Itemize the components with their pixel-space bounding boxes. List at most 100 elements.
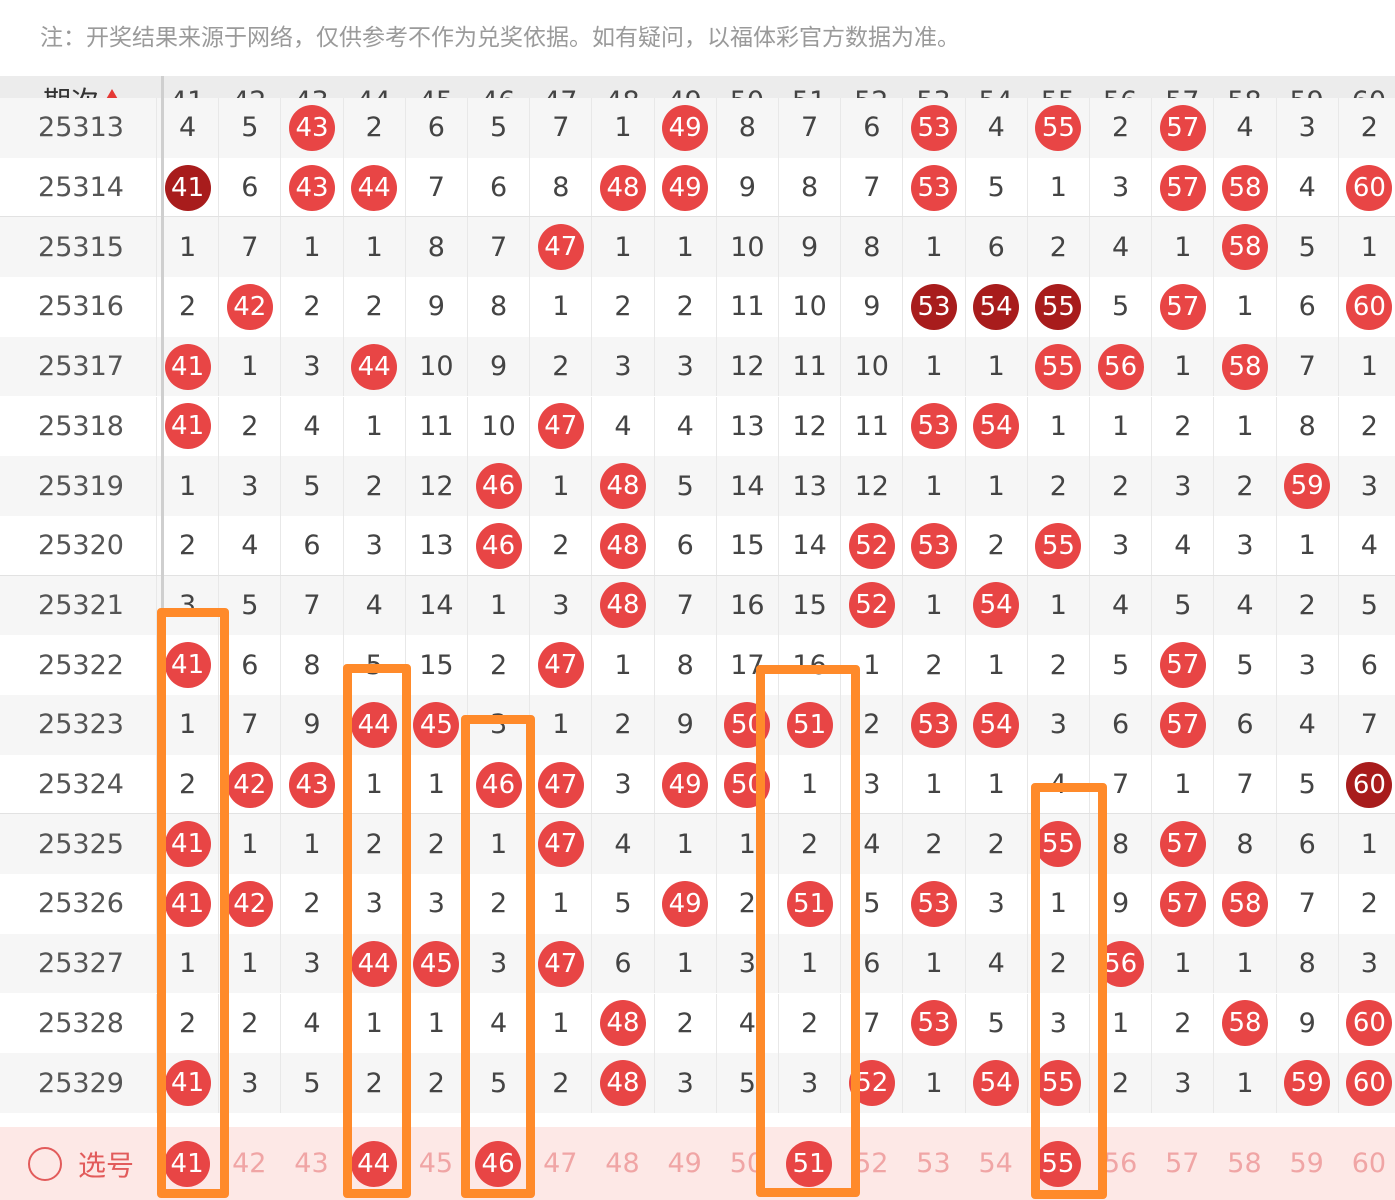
drawn-number-ball: 47 — [537, 403, 584, 450]
number-cell: 13 — [715, 396, 778, 457]
miss-count: 10 — [792, 291, 827, 323]
pick-number-57[interactable]: 57 — [1165, 1148, 1200, 1179]
drawn-number-ball: 42 — [226, 761, 273, 808]
number-cell: 6 — [467, 157, 529, 218]
miss-count: 1 — [1360, 231, 1378, 263]
miss-count: 3 — [1112, 172, 1130, 204]
pick-number-54[interactable]: 54 — [978, 1148, 1013, 1179]
pick-number-55[interactable]: 55 — [1027, 1127, 1089, 1200]
number-cell: 1 — [156, 217, 218, 278]
number-cell: 4 — [342, 575, 405, 636]
miss-count: 4 — [1298, 172, 1316, 204]
pick-number-42[interactable]: 42 — [232, 1148, 267, 1179]
miss-count: 7 — [863, 172, 881, 204]
number-cell: 15 — [715, 515, 778, 576]
number-cell: 14 — [778, 515, 840, 576]
table-row: 25325 41 1 1 2 2 1 47 4 1 1 2 4 2 2 55 8 57 8 6 1 — [0, 814, 1395, 875]
miss-count: 1 — [925, 231, 943, 263]
number-cell: 11 — [778, 336, 840, 397]
number-cell: 47 — [529, 396, 591, 457]
number-cell: 1 — [902, 336, 964, 397]
pick-number-43[interactable]: 43 — [294, 1148, 329, 1179]
pick-number-59[interactable]: 59 — [1289, 1148, 1324, 1179]
number-cell: 5 — [467, 98, 529, 158]
miss-count: 10 — [854, 351, 889, 383]
number-cell: 4 — [591, 814, 653, 875]
drawn-number-ball: 53 — [910, 880, 957, 927]
miss-count: 2 — [490, 649, 508, 681]
number-cell: 57 — [1151, 814, 1213, 875]
pick-number-58[interactable]: 58 — [1227, 1148, 1262, 1179]
miss-count: 3 — [676, 1067, 694, 1099]
pick-number-46[interactable]: 46 — [467, 1127, 529, 1200]
selected-number-ball: 51 — [786, 1140, 833, 1187]
number-cell: 46 — [467, 456, 529, 516]
pick-number-60[interactable]: 60 — [1351, 1148, 1387, 1179]
table-row: 25323 1 7 9 44 45 3 1 2 9 50 51 2 53 54 3 6 57 6 4 7 — [0, 695, 1395, 755]
number-cell: 11 — [840, 396, 902, 457]
table-row: 25314 41 6 43 44 7 6 8 48 49 9 8 7 53 5 1 3 57 58 4 60 — [0, 157, 1395, 218]
pick-number-45[interactable]: 45 — [418, 1148, 454, 1179]
number-cell: 52 — [840, 575, 902, 636]
pick-number-41[interactable]: 41 — [156, 1127, 218, 1200]
pick-number-53[interactable]: 53 — [916, 1148, 951, 1179]
miss-count: 3 — [241, 1067, 259, 1099]
pick-number-44[interactable]: 44 — [343, 1127, 405, 1200]
number-cell: 5 — [1089, 277, 1151, 337]
number-cell: 6 — [1089, 695, 1151, 755]
number-cell: 1 — [404, 993, 467, 1054]
miss-count: 7 — [427, 172, 445, 204]
miss-count: 1 — [863, 649, 881, 681]
miss-count: 14 — [792, 530, 827, 562]
number-cell: 3 — [342, 515, 405, 576]
pick-radio-icon[interactable] — [27, 1146, 62, 1181]
miss-count: 5 — [241, 112, 259, 144]
miss-count: 1 — [552, 470, 570, 502]
miss-count: 7 — [241, 709, 259, 741]
miss-count: 5 — [863, 888, 881, 920]
miss-count: 2 — [1112, 1067, 1130, 1099]
number-cell: 44 — [342, 336, 405, 397]
number-cell: 2 — [218, 993, 280, 1054]
number-cell: 5 — [1275, 754, 1338, 815]
pick-number-49[interactable]: 49 — [667, 1148, 702, 1179]
miss-count: 3 — [1360, 470, 1378, 502]
pick-number-51[interactable]: 51 — [778, 1127, 840, 1200]
number-cell: 1 — [218, 814, 280, 875]
pick-label-cell[interactable]: 选号 — [0, 1127, 162, 1200]
number-cell: 47 — [529, 814, 591, 875]
number-cell: 49 — [653, 754, 716, 815]
miss-count: 5 — [738, 1067, 756, 1099]
miss-count: 6 — [427, 112, 445, 144]
number-cell: 4 — [591, 396, 653, 457]
miss-count: 3 — [1112, 530, 1130, 562]
number-cell: 1 — [964, 754, 1027, 815]
number-cell: 2 — [591, 695, 653, 755]
number-cell: 54 — [964, 396, 1027, 457]
drawn-number-ball: 46 — [475, 463, 522, 510]
number-cell: 43 — [280, 754, 342, 815]
miss-count: 13 — [792, 470, 827, 502]
miss-count: 2 — [552, 351, 570, 383]
miss-count: 9 — [303, 709, 321, 741]
number-cell: 12 — [778, 396, 840, 457]
number-cell: 2 — [1151, 396, 1213, 457]
miss-count: 10 — [481, 410, 516, 442]
miss-count: 2 — [1112, 112, 1130, 144]
drawn-number-ball: 52 — [848, 582, 895, 629]
pick-number-56[interactable]: 56 — [1102, 1148, 1138, 1179]
number-cell: 45 — [404, 695, 467, 755]
miss-count: 1 — [1174, 769, 1192, 801]
miss-count: 13 — [419, 530, 454, 562]
pick-number-48[interactable]: 48 — [605, 1148, 640, 1179]
number-cell: 1 — [218, 336, 280, 397]
drawn-number-ball: 53 — [910, 1000, 957, 1047]
miss-count: 1 — [241, 351, 259, 383]
number-cell: 2 — [1275, 575, 1338, 636]
miss-count: 1 — [925, 589, 943, 621]
pick-number-47[interactable]: 47 — [543, 1148, 578, 1179]
drawn-number-ball: 42 — [226, 880, 273, 927]
miss-count: 3 — [552, 589, 570, 621]
number-cell: 1 — [529, 993, 591, 1054]
miss-count: 4 — [303, 410, 321, 442]
